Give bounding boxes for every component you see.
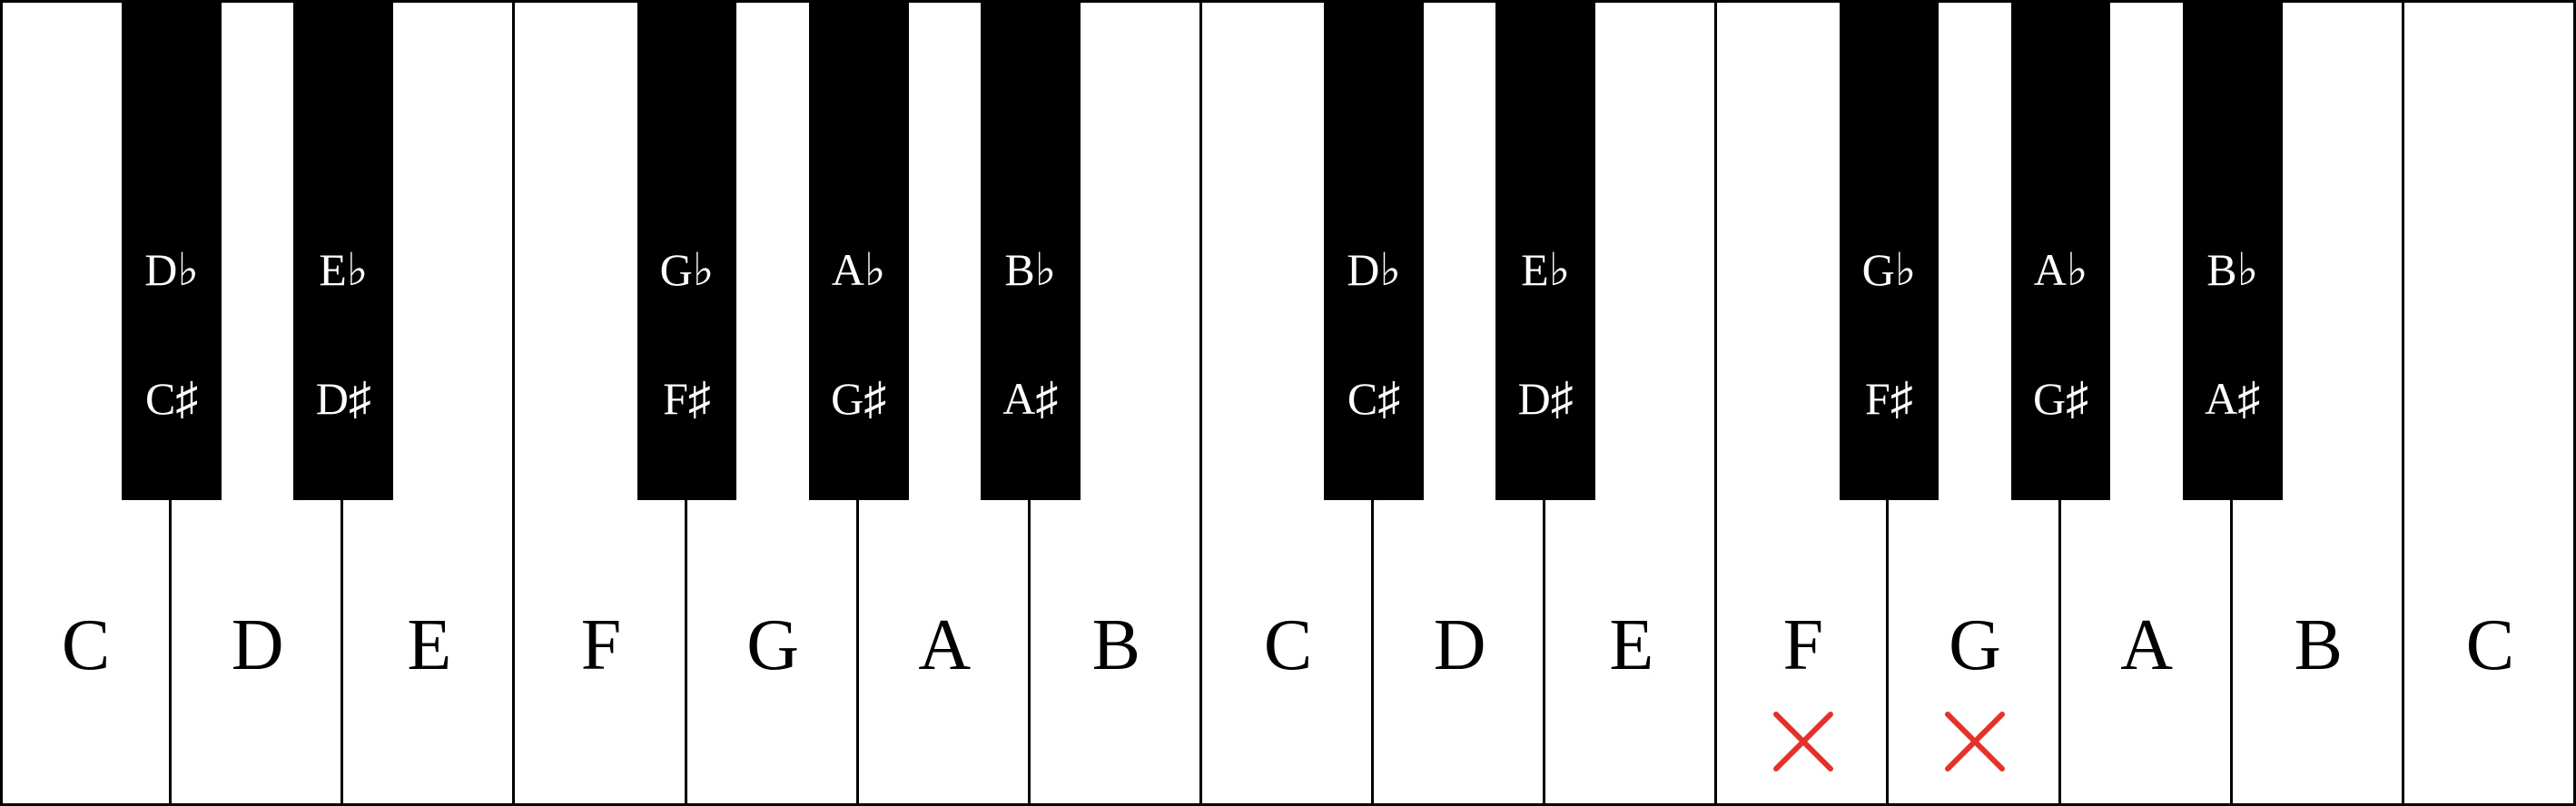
black-key-sharp-label: A♯ — [1002, 370, 1058, 428]
black-key-sharp-label: A♯ — [2205, 370, 2260, 428]
white-key-label: G — [1949, 604, 2001, 687]
white-key-label: F — [581, 604, 622, 687]
black-key-flat-label: E♭ — [1521, 241, 1570, 299]
black-key-flat-label: G♭ — [660, 241, 715, 299]
white-key-label: E — [1609, 604, 1653, 687]
white-key-label: G — [746, 604, 799, 687]
black-key-sharp-label: F♯ — [1865, 370, 1913, 428]
piano-keyboard: C D E F G A B C D E F G A B C D♭ C♯ E♭ D♯ G♭ F♯ A♭ G♯ B♭ A♯ D♭ C♯ E… — [0, 0, 2576, 806]
white-key-label: B — [2295, 604, 2343, 687]
black-key-sharp-label: D♯ — [316, 370, 371, 428]
white-key-label: A — [2120, 604, 2173, 687]
white-key-label: D — [232, 604, 284, 687]
white-key-label: C — [2466, 604, 2514, 687]
white-key-label: C — [1264, 604, 1312, 687]
white-key-label: B — [1092, 604, 1140, 687]
black-key-flat-label: B♭ — [1004, 241, 1056, 299]
black-key-flat-label: A♭ — [2034, 241, 2088, 299]
black-key-flat-label: D♭ — [144, 241, 199, 299]
white-key-label: A — [918, 604, 971, 687]
black-key-sharp-label: G♯ — [831, 370, 886, 428]
black-key-sharp-label: C♯ — [1347, 370, 1400, 428]
black-key-flat-label: B♭ — [2206, 241, 2258, 299]
black-key-flat-label: G♭ — [1862, 241, 1917, 299]
x-mark-icon — [1772, 711, 1834, 772]
black-key-sharp-label: G♯ — [2033, 370, 2088, 428]
black-key-sharp-label: D♯ — [1518, 370, 1574, 428]
white-key-label: E — [407, 604, 451, 687]
white-key-label: D — [1434, 604, 1486, 687]
x-mark-icon — [1944, 711, 2006, 772]
black-key-flat-label: E♭ — [319, 241, 368, 299]
black-key-sharp-label: C♯ — [145, 370, 198, 428]
black-key-sharp-label: F♯ — [663, 370, 711, 428]
white-key-label: F — [1783, 604, 1824, 687]
black-key-flat-label: D♭ — [1347, 241, 1401, 299]
white-key-label: C — [62, 604, 110, 687]
black-key-flat-label: A♭ — [832, 241, 886, 299]
